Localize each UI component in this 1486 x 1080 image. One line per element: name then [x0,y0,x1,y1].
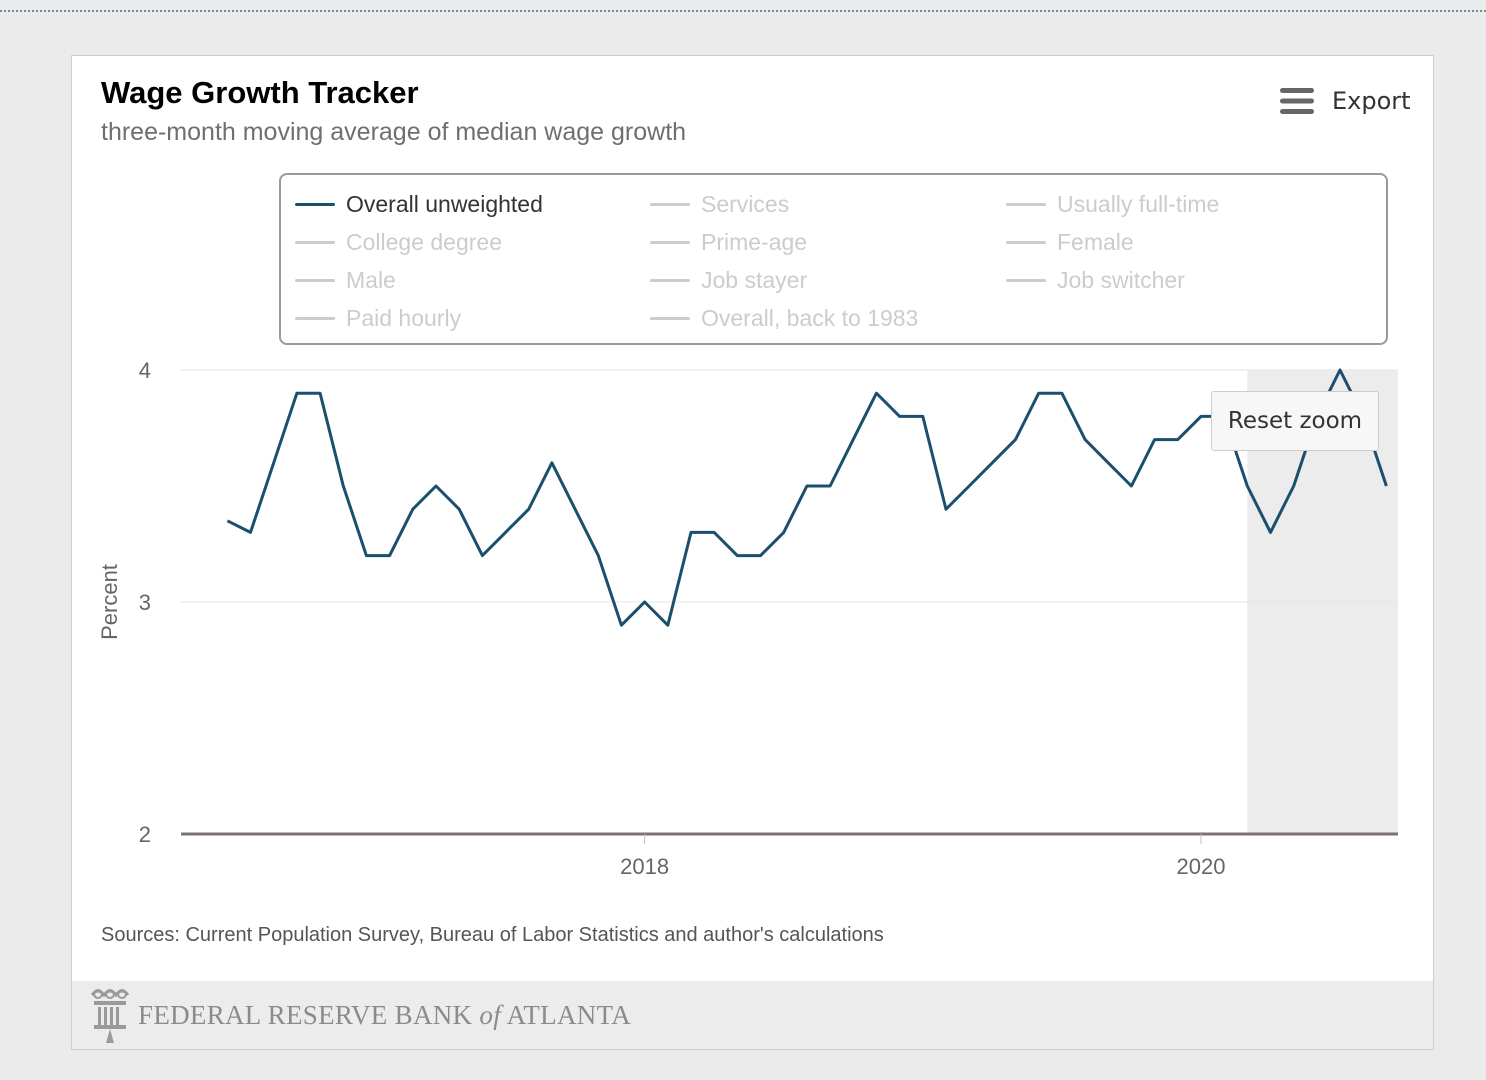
export-label: Export [1332,87,1411,115]
legend-label: Male [346,267,396,293]
legend-item[interactable]: Overall, back to 1983 [650,305,918,332]
hamburger-menu-icon [1280,88,1314,114]
legend-label: Overall unweighted [346,191,543,217]
legend-swatch-icon [650,203,690,206]
legend-label: Services [701,191,790,217]
legend-swatch-icon [295,279,335,282]
legend-swatch-icon [295,317,335,320]
legend-item[interactable]: Female [1006,229,1134,256]
legend-swatch-icon [1006,203,1046,206]
bank-name: FEDERAL RESERVE BANK of ATLANTA [138,999,631,1030]
footer-bar: FEDERAL RESERVE BANK of ATLANTA [72,981,1433,1049]
legend-item[interactable]: College degree [295,229,502,256]
legend-label: Paid hourly [346,305,462,331]
legend-item[interactable]: Overall unweighted [295,191,543,218]
chart-title: Wage Growth Tracker [101,75,419,110]
x-tick-label: 2020 [1176,854,1225,879]
federal-reserve-seal-icon [90,989,130,1043]
legend-swatch-icon [1006,279,1046,282]
chart-legend: Overall unweighted Services Usually full-t… [279,173,1388,345]
legend-label: Female [1057,229,1134,255]
legend-item[interactable]: Job stayer [650,267,807,294]
legend-item[interactable]: Usually full-time [1006,191,1219,218]
legend-swatch-icon [650,279,690,282]
y-axis-title: Percent [97,564,122,640]
legend-swatch-icon [650,241,690,244]
chart-card: Wage Growth Tracker three-month moving a… [71,55,1434,1050]
x-tick-label: 2018 [620,854,669,879]
legend-label: Prime-age [701,229,808,255]
export-button[interactable]: Export [1280,83,1411,119]
legend-label: Job switcher [1057,267,1185,293]
legend-item[interactable]: Prime-age [650,229,807,256]
reset-zoom-button[interactable]: Reset zoom [1211,391,1379,451]
line-chart: 2 3 4 2018 2020 Percent [97,358,1398,879]
legend-label: College degree [346,229,503,255]
y-tick-label: 2 [139,822,151,847]
legend-swatch-icon [1006,241,1046,244]
legend-swatch-icon [295,203,335,206]
legend-label: Overall, back to 1983 [701,305,919,331]
legend-item[interactable]: Paid hourly [295,305,461,332]
chart-subtitle: three-month moving average of median wag… [101,118,687,146]
legend-item[interactable]: Services [650,191,789,218]
legend-swatch-icon [650,317,690,320]
sources-note: Sources: Current Population Survey, Bure… [101,924,884,946]
legend-label: Usually full-time [1057,191,1220,217]
legend-item[interactable]: Job switcher [1006,267,1185,294]
y-tick-label: 3 [139,590,151,615]
page-top-border [0,10,1486,12]
legend-item[interactable]: Male [295,267,396,294]
legend-label: Job stayer [701,267,808,293]
series-line-overall-unweighted [226,368,1388,627]
legend-swatch-icon [295,241,335,244]
y-tick-label: 4 [139,358,151,383]
